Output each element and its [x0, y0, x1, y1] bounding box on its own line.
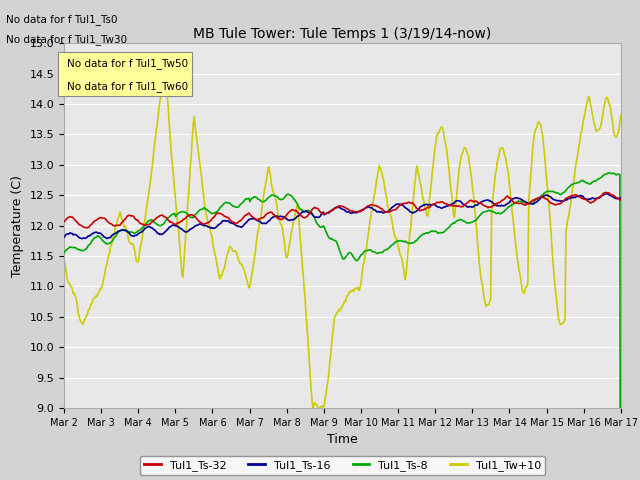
- Text: No data for f Tul1_Tw50: No data for f Tul1_Tw50: [67, 58, 188, 69]
- Legend: Tul1_Ts-32, Tul1_Ts-16, Tul1_Ts-8, Tul1_Tw+10: Tul1_Ts-32, Tul1_Ts-16, Tul1_Ts-8, Tul1_…: [140, 456, 545, 475]
- Title: MB Tule Tower: Tule Temps 1 (3/19/14-now): MB Tule Tower: Tule Temps 1 (3/19/14-now…: [193, 27, 492, 41]
- X-axis label: Time: Time: [327, 433, 358, 446]
- Text: No data for f Tul1_Ts0: No data for f Tul1_Ts0: [6, 14, 118, 25]
- Text: No data for f Tul1_Tw60: No data for f Tul1_Tw60: [67, 82, 188, 93]
- Text: No data for f Tul1_Tw30: No data for f Tul1_Tw30: [6, 34, 127, 45]
- Y-axis label: Temperature (C): Temperature (C): [11, 175, 24, 276]
- FancyBboxPatch shape: [58, 52, 192, 96]
